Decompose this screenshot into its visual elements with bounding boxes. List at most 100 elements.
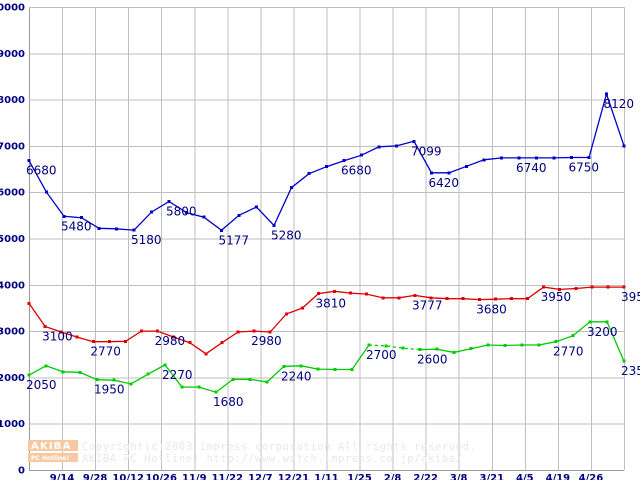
data-point-marker [333,368,337,372]
data-point-marker [163,363,167,367]
y-axis-tick-labels: 0 1000 2000 3000 4000 5000 6000 7000 8000 9000 100… [0,3,25,477]
data-point-marker [554,340,558,344]
data-point-marker [520,343,524,347]
data-point-marker [214,390,218,394]
data-point-value-label: 6740 [516,161,547,175]
data-point-value-label: 1680 [213,395,244,409]
data-point-value-label: 2700 [366,348,397,362]
data-point-marker [236,330,240,334]
data-point-marker [413,293,417,297]
data-point-value-label: 3200 [587,325,618,339]
data-point-marker [469,347,473,351]
data-point-marker [542,285,546,289]
data-point-marker [429,296,433,300]
series-markers [27,92,626,394]
data-point-marker [552,156,556,160]
data-point-marker [588,320,592,324]
data-point-marker [558,287,562,291]
data-point-marker [140,329,144,333]
data-point-marker [447,171,451,175]
data-point-marker [500,156,503,160]
data-point-value-label: 7099 [411,144,442,158]
data-point-marker [590,285,594,289]
data-point-value-label: 2600 [417,353,448,367]
data-point-value-label: 5480 [61,219,92,233]
y-axis-tick-label: 9000 [0,49,25,60]
data-point-marker [62,214,66,218]
x-axis-tick-label: 1/25 [347,473,372,480]
data-point-value-label: 5800 [166,204,197,218]
data-point-marker [220,228,223,232]
akiba-logo-text: AKIBA [31,441,72,452]
data-point-value-label: 2240 [281,369,312,383]
data-point-marker [342,159,346,163]
data-point-marker [333,289,337,293]
data-point-marker [571,334,575,338]
y-axis-tick-label: 10000 [0,3,25,14]
x-axis-tick-label: 9/14 [50,473,75,480]
data-point-marker [395,144,398,148]
data-point-marker [95,378,99,382]
data-point-marker [78,370,82,374]
data-point-marker [325,165,328,169]
grid-lines [29,7,625,471]
data-point-value-label: 2270 [162,368,193,382]
x-axis-tick-label: 4/19 [546,473,571,480]
data-point-marker [27,159,31,163]
data-point-marker [350,368,354,372]
data-point-marker [435,347,439,351]
data-point-marker [570,155,573,159]
data-point-marker [461,297,465,301]
y-axis-tick-label: 2000 [0,373,25,384]
x-axis-tick-label: 11/9 [182,473,207,480]
x-axis-tick-label: 3/21 [480,473,505,480]
data-point-marker [401,346,405,350]
x-axis-tick-label: 10/26 [145,473,177,480]
x-axis-tick-label: 1/11 [314,473,339,480]
data-point-marker [299,364,303,368]
data-point-marker [384,344,388,348]
data-point-marker [129,382,133,386]
data-point-marker [300,306,304,310]
y-axis-tick-label: 6000 [0,188,25,199]
data-point-marker [486,343,490,347]
data-point-marker [622,285,626,289]
data-point-marker [482,158,486,162]
data-point-marker [606,285,610,289]
data-point-marker [132,228,136,232]
y-axis-tick-label: 4000 [0,280,25,291]
data-point-marker [188,341,192,345]
data-point-marker [167,199,171,203]
data-point-marker [465,164,468,168]
series-line-green-series [368,344,421,351]
data-point-marker [237,213,241,217]
data-point-value-label: 8120 [604,97,635,111]
x-axis-tick-label: 4/5 [516,473,534,480]
data-point-marker [61,370,65,374]
data-point-marker [316,292,320,296]
y-axis-tick-label: 0 [18,466,25,477]
data-point-marker [91,340,95,344]
data-point-marker [381,296,385,300]
data-point-marker [197,385,201,389]
x-axis-tick-label: 9/28 [83,473,108,480]
data-point-marker [97,226,101,230]
data-point-marker [59,330,63,334]
data-point-marker [503,343,507,347]
data-point-marker [477,298,481,302]
data-point-value-label: 5180 [131,233,162,247]
data-point-value-label: 2770 [553,345,584,359]
data-point-marker [282,364,286,368]
data-point-value-label: 6680 [341,164,372,178]
x-axis-tick-label: 2/22 [413,473,438,480]
data-point-marker [204,352,208,356]
data-point-value-label: 3680 [476,303,507,317]
data-point-marker [107,340,111,344]
data-point-marker [397,296,401,300]
data-point-marker [112,378,116,382]
y-axis-tick-label: 7000 [0,141,25,152]
x-axis-tick-label: 4/26 [579,473,604,480]
x-axis-tick-label: 12/7 [248,473,273,480]
